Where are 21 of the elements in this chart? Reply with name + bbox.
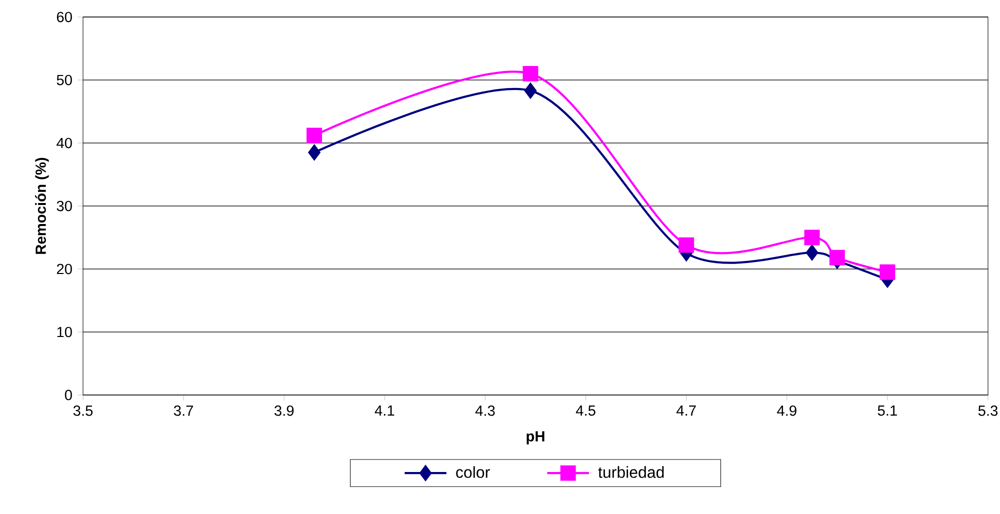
x-tick-label: 4.9 bbox=[777, 405, 796, 416]
x-tick-label: 4.7 bbox=[676, 405, 696, 416]
legend-label: turbiedad bbox=[598, 466, 664, 478]
x-tick-label: 5.3 bbox=[978, 405, 998, 416]
x-tick-label: 5.1 bbox=[878, 405, 897, 416]
y-tick-label: 0 bbox=[64, 390, 72, 400]
x-tick-label: 4.1 bbox=[374, 405, 394, 416]
y-tick-label: 20 bbox=[56, 264, 72, 274]
x-tick-label: 4.3 bbox=[475, 405, 495, 416]
y-tick-label: 60 bbox=[56, 12, 72, 22]
x-tick-label: 3.5 bbox=[73, 405, 93, 416]
x-axis-title: pH bbox=[526, 431, 544, 444]
y-tick-label: 30 bbox=[56, 200, 72, 212]
y-tick-label: 10 bbox=[57, 326, 72, 338]
y-tick-label: 40 bbox=[56, 138, 72, 148]
legend-label: color bbox=[456, 466, 490, 478]
x-tick-label: 3.9 bbox=[274, 405, 294, 416]
x-tick-label: 4.5 bbox=[576, 405, 596, 416]
x-tick-label: 3.7 bbox=[174, 405, 194, 416]
y-tick-label: 50 bbox=[56, 74, 72, 86]
y-axis-title: Remoción (%) bbox=[35, 158, 49, 254]
